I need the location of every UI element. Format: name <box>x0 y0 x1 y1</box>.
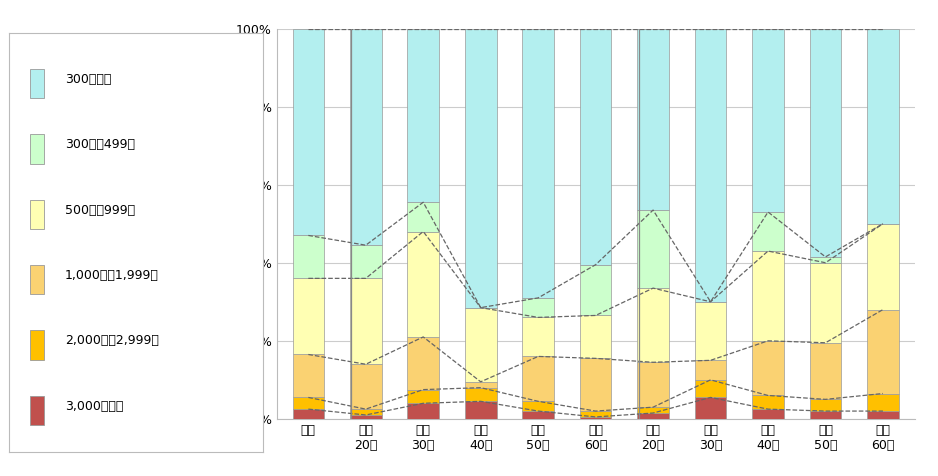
Bar <box>522 317 554 357</box>
Bar <box>695 360 726 380</box>
Bar <box>695 397 726 419</box>
Bar <box>752 409 784 419</box>
Bar <box>293 397 325 409</box>
Bar <box>809 263 841 343</box>
Bar <box>522 357 554 401</box>
Text: 300円～499円: 300円～499円 <box>65 138 135 151</box>
Bar <box>809 343 841 399</box>
Bar <box>867 394 899 411</box>
Bar <box>522 401 554 411</box>
Bar <box>809 399 841 411</box>
Bar <box>293 409 325 419</box>
Bar <box>350 409 382 415</box>
Bar <box>465 29 496 307</box>
Bar <box>522 29 554 298</box>
FancyBboxPatch shape <box>30 265 44 294</box>
Bar <box>350 278 382 364</box>
Bar <box>695 302 726 360</box>
Bar <box>637 407 669 413</box>
Bar <box>752 29 784 212</box>
Bar <box>867 224 899 309</box>
Bar <box>293 29 325 236</box>
Bar <box>350 245 382 278</box>
Text: 2,000円～2,999円: 2,000円～2,999円 <box>65 334 159 347</box>
Bar <box>465 401 496 419</box>
Bar <box>809 411 841 419</box>
FancyBboxPatch shape <box>30 396 44 425</box>
Bar <box>580 265 612 316</box>
Bar <box>407 337 439 389</box>
Bar <box>752 396 784 409</box>
Bar <box>867 309 899 394</box>
Bar <box>407 202 439 231</box>
Text: 3,000円以上: 3,000円以上 <box>65 400 124 413</box>
Bar <box>580 29 612 265</box>
Bar <box>867 411 899 419</box>
Bar <box>350 29 382 245</box>
Bar <box>407 389 439 403</box>
Bar <box>465 307 496 382</box>
Bar <box>637 288 669 362</box>
Bar <box>637 413 669 419</box>
Bar <box>293 355 325 397</box>
Text: 300円未満: 300円未満 <box>65 73 112 86</box>
Bar <box>752 251 784 341</box>
Bar <box>407 29 439 202</box>
Bar <box>580 411 612 417</box>
Bar <box>637 362 669 407</box>
FancyBboxPatch shape <box>30 134 44 164</box>
Bar <box>465 382 496 387</box>
Bar <box>637 29 669 210</box>
Bar <box>867 29 899 224</box>
Bar <box>350 415 382 419</box>
Bar <box>407 403 439 419</box>
Bar <box>522 411 554 419</box>
Bar <box>695 29 726 302</box>
Text: 500円～999円: 500円～999円 <box>65 204 135 217</box>
Bar <box>752 341 784 396</box>
Bar <box>580 316 612 358</box>
Bar <box>293 278 325 355</box>
Bar <box>809 29 841 257</box>
Bar <box>350 364 382 409</box>
Bar <box>407 231 439 337</box>
FancyBboxPatch shape <box>30 199 44 229</box>
Bar <box>465 387 496 401</box>
Bar <box>695 380 726 397</box>
Bar <box>580 417 612 419</box>
FancyBboxPatch shape <box>30 69 44 98</box>
Text: 1,000円～1,999円: 1,000円～1,999円 <box>65 269 159 282</box>
FancyBboxPatch shape <box>30 330 44 360</box>
Bar <box>293 236 325 278</box>
Bar <box>752 212 784 251</box>
Bar <box>522 298 554 317</box>
Bar <box>809 257 841 263</box>
Bar <box>580 358 612 411</box>
Bar <box>637 210 669 288</box>
